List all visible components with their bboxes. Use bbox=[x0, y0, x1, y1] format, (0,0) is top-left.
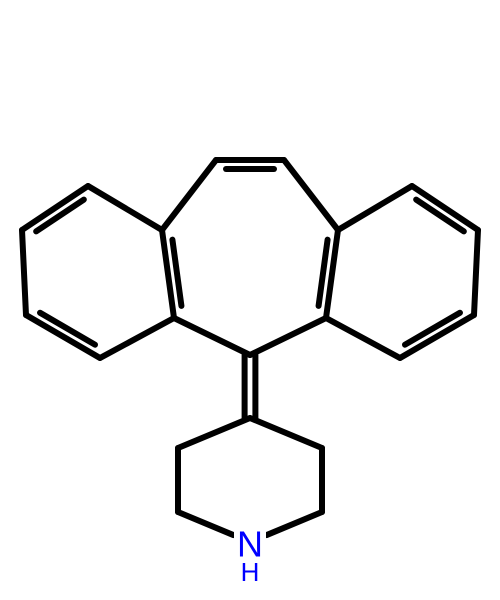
atoms-layer: NH bbox=[234, 524, 266, 588]
bonds-layer bbox=[22, 160, 478, 535]
nitrogen-h-label: H bbox=[241, 557, 260, 587]
molecule-diagram: NH bbox=[0, 0, 500, 600]
